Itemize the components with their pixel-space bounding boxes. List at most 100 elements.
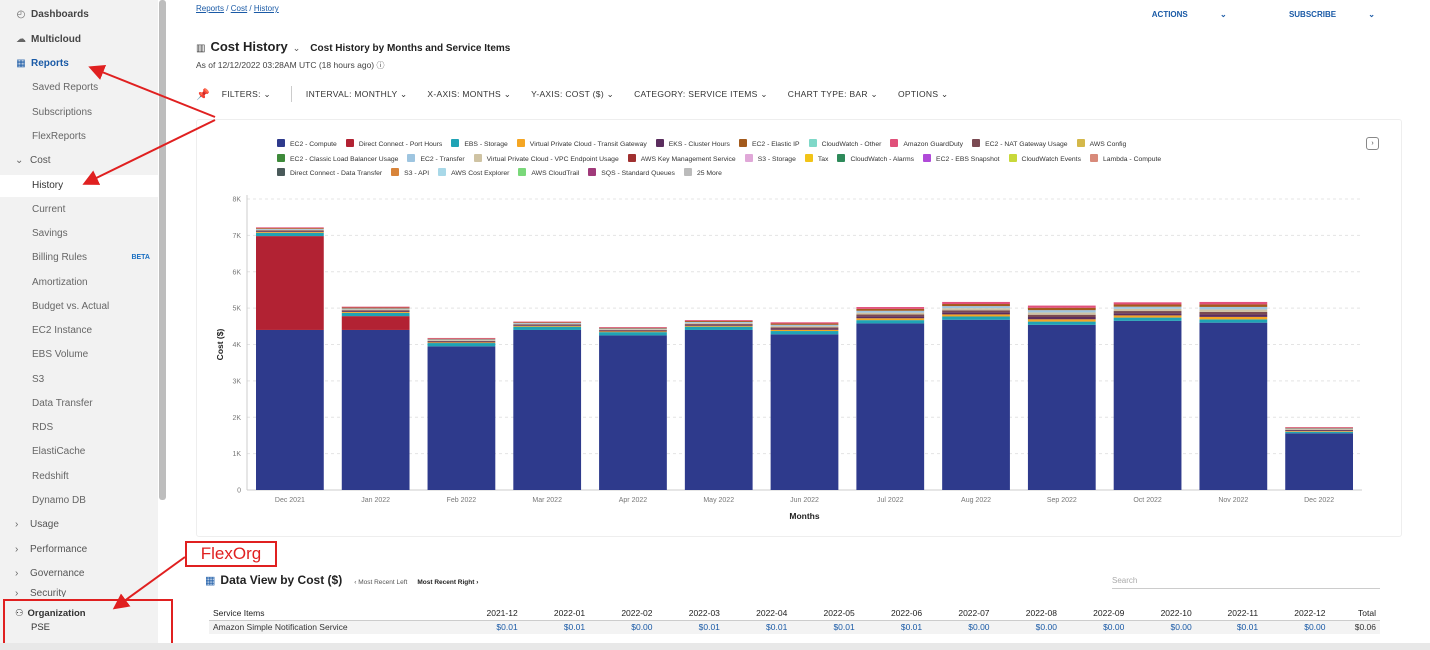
sidebar-scrollbar[interactable] <box>159 0 166 500</box>
sidebar-group-usage[interactable]: › Usage <box>0 514 158 536</box>
legend-item[interactable]: EC2 - EBS Snapshot <box>923 153 1000 168</box>
chevron-down-icon[interactable]: ⌄ <box>292 43 301 53</box>
column-header[interactable]: 2022-12 <box>1294 607 1326 618</box>
column-header[interactable]: 2022-01 <box>553 607 586 618</box>
legend-item[interactable]: EKS - Cluster Hours <box>655 138 730 153</box>
info-icon[interactable]: ⓘ <box>376 61 385 70</box>
horizontal-scrollbar[interactable] <box>0 643 1430 650</box>
breadcrumb-cost[interactable]: Cost <box>230 4 248 13</box>
sidebar-item-flexreports[interactable]: FlexReports <box>0 126 158 148</box>
column-header[interactable]: 2022-11 <box>1227 607 1259 618</box>
column-header[interactable]: 2022-06 <box>890 607 923 618</box>
legend-item[interactable]: Virtual Private Cloud - VPC Endpoint Usa… <box>473 153 619 168</box>
cost-cell[interactable]: $0.00 <box>589 619 657 634</box>
cost-cell[interactable]: $0.01 <box>656 619 724 634</box>
cost-cell[interactable]: $0.01 <box>791 619 859 634</box>
interval-dropdown[interactable]: INTERVAL: MONTHLY ⌄ <box>306 89 408 100</box>
sidebar-item-redshift[interactable]: Redshift <box>0 466 158 488</box>
legend-item[interactable]: EC2 - Transfer <box>407 153 465 168</box>
sidebar-item-saved-reports[interactable]: Saved Reports <box>0 77 158 99</box>
column-header[interactable]: Service Items <box>213 607 265 618</box>
sidebar-item-s3[interactable]: S3 <box>0 369 158 391</box>
cost-cell[interactable]: $0.01 <box>521 619 590 634</box>
legend-item[interactable]: Tax <box>804 153 828 168</box>
cost-cell[interactable]: $0.01 <box>723 619 792 634</box>
sidebar-item-dynamo[interactable]: Dynamo DB <box>0 490 158 512</box>
subscribe-button[interactable]: SUBSCRIBE ⌄ <box>1259 10 1375 19</box>
legend-item[interactable]: EC2 - Elastic IP <box>738 138 800 153</box>
sidebar-group-security[interactable]: › Security <box>0 587 158 597</box>
column-header[interactable]: Total <box>1358 607 1376 618</box>
options-dropdown[interactable]: OPTIONS ⌄ <box>898 89 948 100</box>
legend-item[interactable]: CloudWatch - Alarms <box>837 153 914 168</box>
legend-item[interactable]: Direct Connect - Data Transfer <box>277 167 382 182</box>
sidebar-item-multicloud[interactable]: ☁ Multicloud <box>0 29 158 51</box>
breadcrumb-history[interactable]: History <box>253 4 279 13</box>
legend-item[interactable]: CloudWatch - Other <box>808 138 881 153</box>
column-header[interactable]: 2022-03 <box>688 607 720 618</box>
cost-cell[interactable]: $0.00 <box>926 619 994 634</box>
legend-item[interactable]: AWS Config <box>1076 138 1126 153</box>
table-row[interactable]: Amazon Simple Notification Service $0.01 $… <box>209 619 1380 634</box>
column-header[interactable]: 2022-02 <box>621 607 653 618</box>
sidebar-item-amortization[interactable]: Amortization <box>0 272 158 294</box>
cost-cell[interactable]: $0.01 <box>454 619 522 634</box>
most-recent-left-button[interactable]: ‹ Most Recent Left <box>354 579 407 586</box>
sidebar-item-history[interactable]: History <box>0 175 166 197</box>
column-header[interactable]: 2022-04 <box>756 607 788 618</box>
legend-item[interactable]: S3 - API <box>391 167 429 182</box>
sidebar-item-savings[interactable]: Savings <box>0 223 158 245</box>
page-title[interactable]: Cost History <box>210 39 288 54</box>
column-header[interactable]: 2022-10 <box>1160 607 1192 618</box>
cost-cell[interactable]: $0.00 <box>1128 619 1196 634</box>
sidebar-item-billing-rules[interactable]: Billing Rules BETA <box>0 247 158 269</box>
chart-type-dropdown[interactable]: CHART TYPE: BAR ⌄ <box>788 89 878 100</box>
filters-dropdown[interactable]: FILTERS: ⌄ <box>222 89 271 100</box>
cost-cell[interactable]: $0.00 <box>1262 619 1330 634</box>
organization-switcher[interactable]: ⚇ Organization PSE <box>15 608 86 633</box>
sidebar-item-subscriptions[interactable]: Subscriptions <box>0 102 158 124</box>
sidebar-item-data-transfer[interactable]: Data Transfer <box>0 393 158 415</box>
search-input[interactable] <box>1112 573 1380 589</box>
sidebar-item-elasticache[interactable]: ElastiCache <box>0 441 158 463</box>
cost-cell[interactable]: $0.00 <box>1060 619 1129 634</box>
legend-item[interactable]: EC2 - Classic Load Balancer Usage <box>277 153 398 168</box>
column-header[interactable]: 2022-09 <box>1093 607 1125 618</box>
sidebar-item-dashboards[interactable]: ◴ Dashboards <box>0 4 158 26</box>
yaxis-dropdown[interactable]: Y-AXIS: COST ($) ⌄ <box>531 89 614 100</box>
legend-item[interactable]: Virtual Private Cloud - Transit Gateway <box>516 138 647 153</box>
sidebar-item-budget[interactable]: Budget vs. Actual <box>0 296 158 318</box>
xaxis-dropdown[interactable]: X-AXIS: MONTHS ⌄ <box>427 89 511 100</box>
legend-item[interactable]: EC2 - NAT Gateway Usage <box>972 138 1068 153</box>
legend-item[interactable]: Direct Connect - Port Hours <box>345 138 442 153</box>
legend-item[interactable]: CloudWatch Events <box>1008 153 1081 168</box>
column-header[interactable]: 2022-05 <box>823 607 855 618</box>
sidebar-group-performance[interactable]: › Performance <box>0 539 158 561</box>
legend-item[interactable]: Lambda - Compute <box>1089 153 1161 168</box>
column-header[interactable]: 2022-07 <box>958 607 990 618</box>
legend-item[interactable]: 25 More <box>683 167 722 182</box>
column-header[interactable]: 2021-12 <box>486 607 518 618</box>
breadcrumb-reports[interactable]: Reports <box>196 4 225 13</box>
legend-item[interactable]: EC2 - Compute <box>277 138 337 153</box>
pin-icon[interactable]: 📌 <box>196 88 210 101</box>
legend-item[interactable]: Amazon GuardDuty <box>890 138 963 153</box>
cost-cell[interactable]: $0.00 <box>993 619 1061 634</box>
legend-item[interactable]: AWS Cost Explorer <box>438 167 509 182</box>
legend-item[interactable]: EBS - Storage <box>451 138 508 153</box>
actions-button[interactable]: ACTIONS ⌄ <box>1122 10 1227 19</box>
legend-item[interactable]: SQS - Standard Queues <box>588 167 675 182</box>
sidebar-item-ec2[interactable]: EC2 Instance <box>0 320 158 342</box>
sidebar-item-current[interactable]: Current <box>0 199 158 221</box>
legend-item[interactable]: AWS Key Management Service <box>627 153 736 168</box>
legend-item[interactable]: AWS CloudTrail <box>518 167 579 182</box>
cost-cell[interactable]: $0.01 <box>858 619 927 634</box>
category-dropdown[interactable]: CATEGORY: SERVICE ITEMS ⌄ <box>634 89 768 100</box>
sidebar-group-cost[interactable]: ⌄ Cost <box>0 150 158 172</box>
sidebar-item-ebs[interactable]: EBS Volume <box>0 344 158 366</box>
most-recent-right-button[interactable]: Most Recent Right › <box>417 579 478 586</box>
column-header[interactable]: 2022-08 <box>1025 607 1057 618</box>
sidebar-item-reports[interactable]: ▦ Reports <box>0 53 158 75</box>
legend-next-button[interactable]: › <box>1366 137 1379 150</box>
sidebar-group-governance[interactable]: › Governance <box>0 563 158 585</box>
